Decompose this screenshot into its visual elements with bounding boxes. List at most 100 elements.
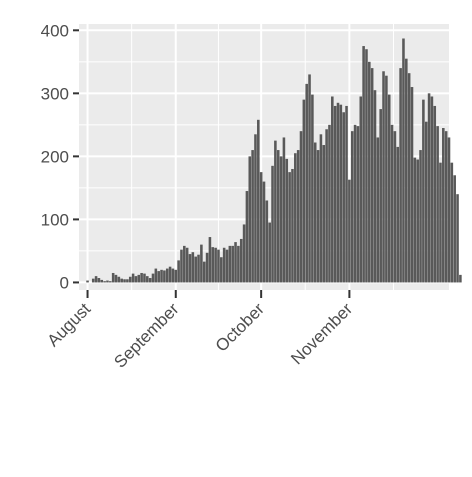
bar bbox=[146, 276, 149, 282]
x-tick-label: August bbox=[43, 299, 94, 350]
bar bbox=[103, 281, 106, 282]
bar bbox=[160, 270, 163, 283]
bar bbox=[391, 125, 394, 283]
bar bbox=[115, 275, 118, 283]
bar bbox=[106, 281, 109, 283]
bar bbox=[340, 105, 343, 283]
x-tick-label: October bbox=[212, 299, 268, 355]
y-tick-label: 300 bbox=[41, 84, 69, 103]
bar bbox=[459, 275, 462, 283]
bar bbox=[257, 120, 260, 283]
bar bbox=[320, 134, 323, 282]
bar bbox=[456, 194, 459, 282]
bar bbox=[411, 87, 414, 282]
bar bbox=[132, 274, 135, 283]
bar bbox=[189, 254, 192, 282]
bar bbox=[231, 246, 234, 283]
bar bbox=[379, 109, 382, 282]
bar bbox=[359, 96, 362, 282]
bar bbox=[243, 224, 246, 282]
bar bbox=[118, 277, 121, 283]
x-axis: August September October November bbox=[43, 290, 356, 372]
bar bbox=[297, 150, 300, 282]
bar bbox=[385, 76, 388, 283]
y-tick-label: 100 bbox=[41, 210, 69, 229]
bar bbox=[408, 73, 411, 282]
bar bbox=[177, 260, 180, 282]
bar bbox=[374, 90, 377, 282]
bar bbox=[274, 141, 277, 283]
bar bbox=[394, 131, 397, 282]
bar bbox=[439, 163, 442, 283]
bar bbox=[322, 145, 325, 282]
bar bbox=[211, 247, 214, 282]
bar bbox=[229, 246, 232, 283]
bar bbox=[308, 74, 311, 282]
bar bbox=[314, 143, 317, 283]
bar bbox=[92, 279, 95, 283]
bar bbox=[234, 242, 237, 282]
bar bbox=[428, 93, 431, 282]
bar bbox=[109, 281, 112, 282]
bar bbox=[263, 182, 266, 283]
bar bbox=[254, 134, 257, 282]
bar bbox=[433, 106, 436, 282]
bar bbox=[280, 156, 283, 282]
bar bbox=[311, 95, 314, 283]
bar bbox=[345, 106, 348, 282]
bar bbox=[414, 158, 417, 283]
bar bbox=[98, 278, 101, 282]
bar bbox=[303, 100, 306, 283]
bar bbox=[240, 239, 243, 282]
bar bbox=[220, 257, 223, 282]
bar bbox=[100, 280, 103, 283]
bar bbox=[325, 129, 328, 282]
bar bbox=[120, 279, 123, 283]
bar bbox=[371, 68, 374, 282]
bar bbox=[183, 246, 186, 283]
bar bbox=[149, 278, 152, 282]
bar bbox=[226, 250, 229, 283]
bar bbox=[382, 71, 385, 282]
bar bbox=[266, 200, 269, 282]
bar bbox=[174, 270, 177, 283]
bar bbox=[206, 253, 209, 283]
bar bbox=[365, 49, 368, 282]
bar bbox=[405, 59, 408, 283]
bar bbox=[197, 255, 200, 283]
bar bbox=[214, 248, 217, 283]
bar bbox=[251, 150, 254, 282]
bar bbox=[248, 156, 251, 282]
y-tick-label: 0 bbox=[60, 273, 69, 292]
bar bbox=[268, 223, 271, 283]
bar bbox=[425, 122, 428, 283]
bar bbox=[416, 160, 419, 283]
bar bbox=[337, 103, 340, 283]
bar bbox=[152, 274, 155, 283]
bar bbox=[351, 131, 354, 282]
bar bbox=[112, 273, 115, 282]
bar bbox=[388, 95, 391, 283]
bar bbox=[283, 137, 286, 282]
bar bbox=[135, 276, 138, 282]
bar bbox=[334, 106, 337, 282]
x-tick-label: November bbox=[287, 299, 356, 368]
bar bbox=[368, 62, 371, 283]
bar bbox=[95, 276, 98, 282]
bar bbox=[399, 68, 402, 282]
x-tick-label: September bbox=[110, 299, 182, 371]
bar bbox=[203, 262, 206, 283]
bar bbox=[123, 279, 126, 282]
bar bbox=[192, 252, 195, 282]
bar bbox=[285, 159, 288, 283]
bar bbox=[166, 269, 169, 283]
bar bbox=[305, 84, 308, 283]
bar bbox=[180, 250, 183, 283]
bar bbox=[419, 150, 422, 282]
bar bbox=[294, 153, 297, 282]
bar bbox=[217, 250, 220, 283]
bar bbox=[157, 271, 160, 282]
bar bbox=[357, 126, 360, 282]
bar bbox=[448, 137, 451, 282]
